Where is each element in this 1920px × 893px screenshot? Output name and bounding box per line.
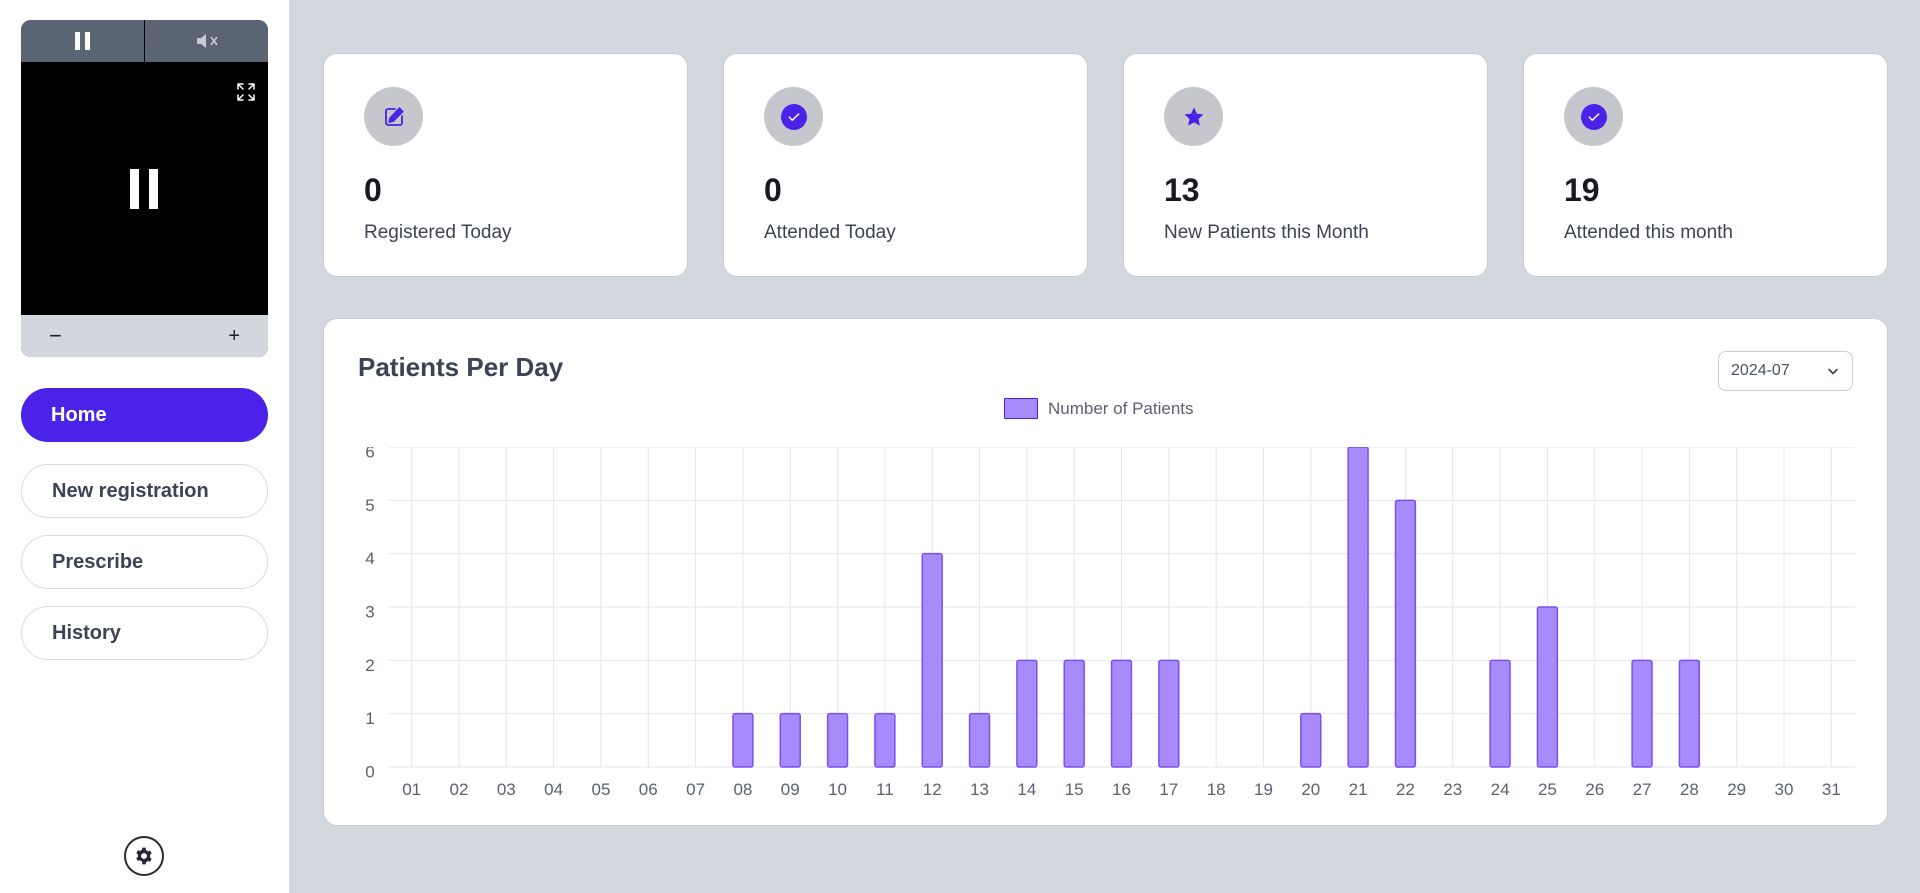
svg-text:12: 12: [923, 780, 942, 799]
svg-text:21: 21: [1349, 780, 1368, 799]
svg-text:6: 6: [365, 447, 374, 461]
svg-text:14: 14: [1017, 780, 1036, 799]
svg-text:20: 20: [1301, 780, 1320, 799]
svg-text:10: 10: [828, 780, 847, 799]
svg-text:30: 30: [1775, 780, 1794, 799]
svg-text:15: 15: [1065, 780, 1084, 799]
svg-text:11: 11: [876, 780, 894, 799]
svg-text:09: 09: [781, 780, 800, 799]
svg-text:17: 17: [1159, 780, 1178, 799]
svg-text:19: 19: [1254, 780, 1273, 799]
svg-text:04: 04: [544, 780, 563, 799]
svg-text:5: 5: [365, 496, 374, 515]
svg-text:16: 16: [1112, 780, 1131, 799]
svg-text:02: 02: [450, 780, 469, 799]
svg-text:24: 24: [1491, 780, 1510, 799]
svg-text:29: 29: [1727, 780, 1746, 799]
svg-text:3: 3: [365, 602, 374, 621]
svg-text:31: 31: [1822, 780, 1841, 799]
svg-text:05: 05: [591, 780, 610, 799]
svg-text:28: 28: [1680, 780, 1699, 799]
svg-text:2: 2: [365, 656, 374, 675]
svg-text:01: 01: [402, 780, 421, 799]
svg-text:07: 07: [686, 780, 705, 799]
svg-text:13: 13: [970, 780, 989, 799]
svg-text:08: 08: [733, 780, 752, 799]
svg-text:27: 27: [1633, 780, 1652, 799]
svg-text:25: 25: [1538, 780, 1557, 799]
svg-text:26: 26: [1585, 780, 1604, 799]
svg-text:4: 4: [365, 549, 374, 568]
svg-text:22: 22: [1396, 780, 1415, 799]
svg-text:06: 06: [639, 780, 658, 799]
svg-text:23: 23: [1443, 780, 1462, 799]
svg-text:1: 1: [365, 709, 374, 728]
svg-text:03: 03: [497, 780, 516, 799]
svg-text:0: 0: [365, 762, 374, 781]
svg-text:18: 18: [1207, 780, 1226, 799]
